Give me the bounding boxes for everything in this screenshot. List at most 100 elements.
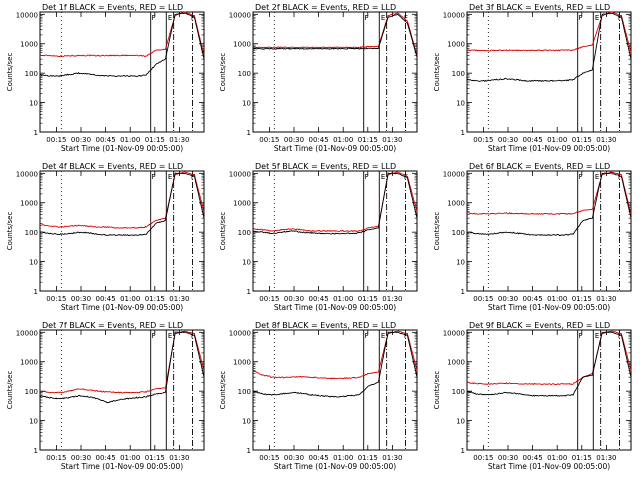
x-tick-label: 00:30 [71, 295, 91, 303]
y-tick-label: 1000 [233, 359, 251, 367]
x-tick-label: 01:15 [358, 295, 378, 303]
x-tick-label: 00:45 [523, 136, 543, 144]
y-tick-label: 100 [238, 70, 251, 78]
y-axis-label: Counts/sec [6, 212, 14, 251]
x-tick-label: 01:00 [547, 136, 567, 144]
y-tick-label: 10 [242, 418, 251, 426]
y-tick-label: 10 [242, 100, 251, 108]
x-tick-label: 00:15 [473, 136, 493, 144]
event-marker: F [191, 14, 195, 22]
y-tick-label: 10000 [16, 329, 38, 337]
x-tick-label: 00:30 [498, 295, 518, 303]
series-events-line [466, 12, 632, 82]
event-marker: F [618, 332, 622, 340]
y-tick-label: 1 [247, 447, 251, 455]
x-tick-label: 00:45 [523, 454, 543, 462]
x-tick-label: 00:45 [96, 136, 116, 144]
y-tick-label: 1000 [447, 359, 465, 367]
plot-frame [252, 329, 418, 451]
series-events-line [466, 172, 632, 237]
x-axis-label: Start Time (01-Nov-09 00:05:00) [488, 144, 610, 153]
y-tick-label: 100 [238, 388, 251, 396]
x-tick-label: 01:00 [333, 454, 353, 462]
event-marker: E [595, 173, 599, 181]
x-tick-label: 01:00 [333, 136, 353, 144]
event-marker: F [365, 14, 369, 22]
subplot-det-1: Det 1f BLACK = Events, RED = LLD 1 10 100 10… [6, 3, 205, 153]
x-tick-label: 01:00 [120, 454, 140, 462]
y-tick-label: 1000 [447, 41, 465, 49]
series-lld-line [252, 12, 418, 56]
y-axis-label: Counts/sec [433, 371, 441, 410]
y-tick-label: 1 [34, 129, 38, 137]
y-tick-label: 10 [29, 100, 38, 108]
x-tick-label: 01:15 [358, 454, 378, 462]
series-lld-line [466, 11, 632, 53]
subplot-title: Det 6f BLACK = Events, RED = LLD [469, 162, 610, 171]
x-tick-label: 00:30 [71, 136, 91, 144]
subplot-det-6: Det 6f BLACK = Events, RED = LLD 1 10 100 10… [433, 162, 632, 312]
subplot-title: Det 9f BLACK = Events, RED = LLD [469, 321, 610, 330]
y-tick-label: 1 [461, 447, 465, 455]
plot-frame [39, 329, 205, 451]
event-marker: F [579, 332, 583, 340]
x-tick-label: 00:15 [46, 454, 66, 462]
subplot-title: Det 8f BLACK = Events, RED = LLD [255, 321, 396, 330]
y-tick-label: 1 [34, 447, 38, 455]
y-tick-label: 10000 [443, 170, 465, 178]
y-tick-label: 100 [238, 229, 251, 237]
x-axis-label: Start Time (01-Nov-09 00:05:00) [488, 462, 610, 471]
x-tick-label: 01:15 [145, 136, 165, 144]
x-tick-label: 00:45 [309, 136, 329, 144]
subplot-det-7: Det 7f BLACK = Events, RED = LLD 1 10 100 10… [6, 321, 205, 471]
event-marker: E [381, 332, 385, 340]
event-marker: F [404, 14, 408, 22]
x-tick-label: 00:30 [71, 454, 91, 462]
plot-frame [252, 11, 418, 133]
x-tick-label: 00:30 [284, 454, 304, 462]
x-tick-label: 01:00 [333, 295, 353, 303]
x-axis-label: Start Time (01-Nov-09 00:05:00) [274, 462, 396, 471]
x-tick-label: 00:30 [498, 136, 518, 144]
event-marker: F [618, 173, 622, 181]
event-marker: F [365, 332, 369, 340]
event-marker: F [579, 14, 583, 22]
y-axis-label: Counts/sec [219, 53, 227, 92]
y-tick-label: 10 [242, 259, 251, 267]
x-tick-label: 01:30 [169, 454, 189, 462]
x-tick-label: 00:15 [259, 295, 279, 303]
series-lld-line [252, 330, 418, 380]
x-tick-label: 00:45 [309, 295, 329, 303]
x-axis-label: Start Time (01-Nov-09 00:05:00) [61, 462, 183, 471]
x-tick-label: 01:00 [547, 295, 567, 303]
x-tick-label: 00:15 [473, 454, 493, 462]
series-lld-line [39, 11, 205, 58]
x-tick-label: 01:30 [596, 136, 616, 144]
event-marker: E [168, 173, 172, 181]
x-tick-label: 01:15 [358, 136, 378, 144]
x-tick-label: 01:30 [169, 136, 189, 144]
y-tick-label: 10 [456, 259, 465, 267]
y-tick-label: 100 [25, 70, 38, 78]
x-tick-label: 01:30 [596, 295, 616, 303]
series-lld-line [466, 330, 632, 386]
y-tick-label: 10000 [229, 170, 251, 178]
event-marker: F [191, 173, 195, 181]
x-axis-label: Start Time (01-Nov-09 00:05:00) [274, 303, 396, 312]
x-tick-label: 01:30 [169, 295, 189, 303]
plot-frame [466, 329, 632, 451]
x-tick-label: 00:45 [523, 295, 543, 303]
event-marker: E [168, 332, 172, 340]
x-tick-label: 00:30 [284, 136, 304, 144]
y-axis-label: Counts/sec [6, 53, 14, 92]
event-marker: F [579, 173, 583, 181]
y-tick-label: 1000 [20, 200, 38, 208]
subplot-det-9: Det 9f BLACK = Events, RED = LLD 1 10 100 10… [433, 321, 632, 471]
y-tick-label: 100 [25, 229, 38, 237]
y-tick-label: 1 [247, 129, 251, 137]
event-marker: E [381, 14, 385, 22]
y-tick-label: 10000 [443, 329, 465, 337]
y-axis-label: Counts/sec [433, 212, 441, 251]
subplot-title: Det 1f BLACK = Events, RED = LLD [42, 3, 183, 12]
subplot-det-2: Det 2f BLACK = Events, RED = LLD 1 10 100 10… [219, 3, 418, 153]
